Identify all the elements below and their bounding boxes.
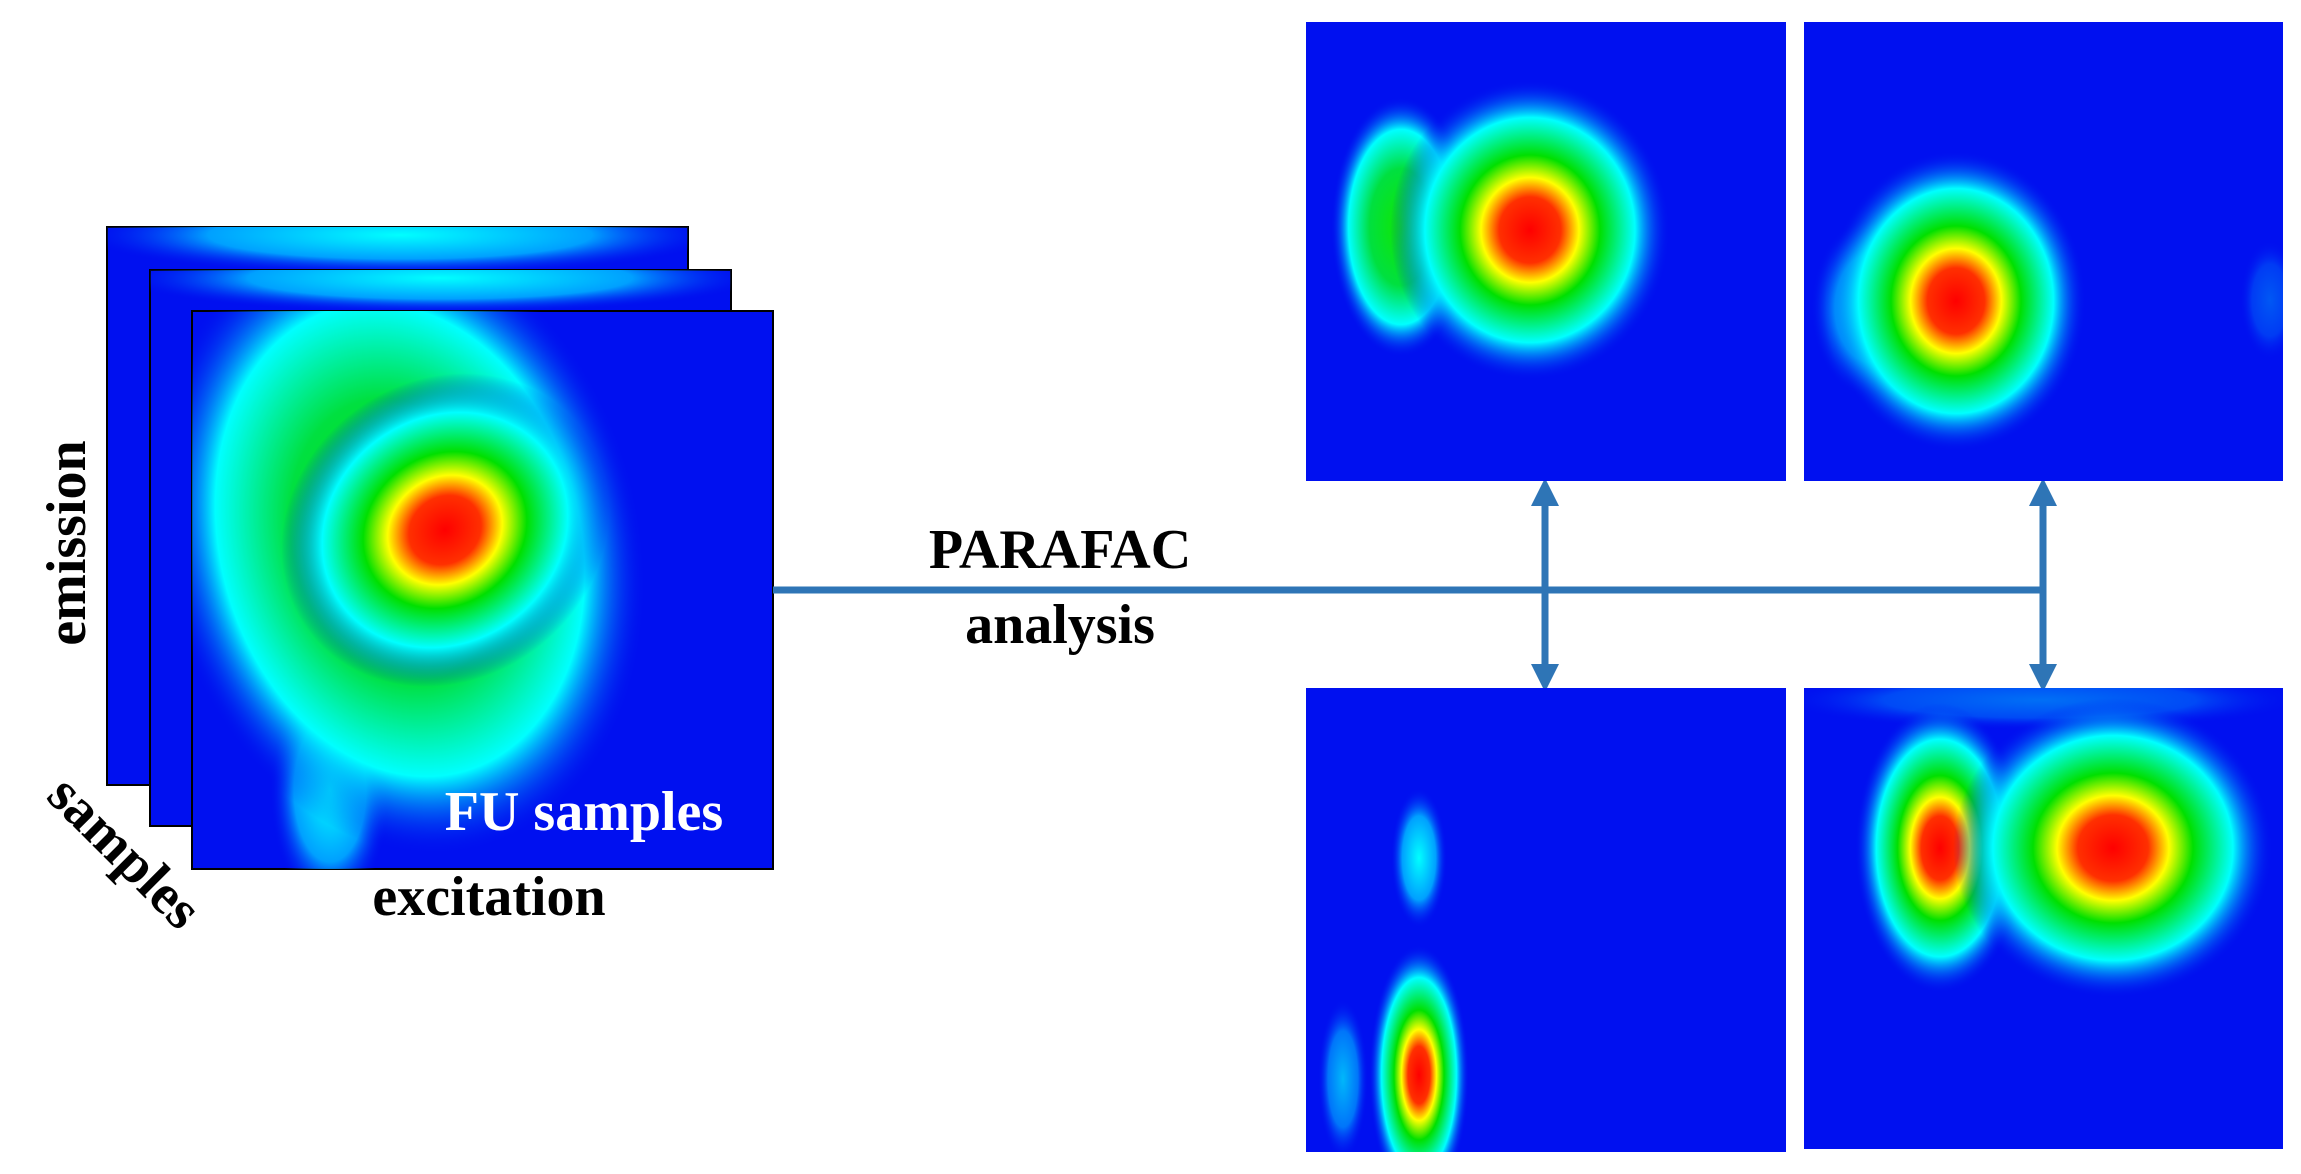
method-label: analysis [965, 594, 1155, 656]
component-panel [1306, 688, 1786, 1152]
axis-label: emission [36, 440, 98, 645]
component-panel [1804, 22, 2283, 481]
eem-stack [106, 226, 774, 870]
method-label: PARAFAC [929, 519, 1191, 581]
component-panel [1804, 688, 2283, 1149]
axis-label: excitation [372, 866, 605, 928]
connector [773, 478, 2057, 692]
sample-label: FU samples [445, 781, 723, 843]
component-panel [1306, 22, 1786, 481]
